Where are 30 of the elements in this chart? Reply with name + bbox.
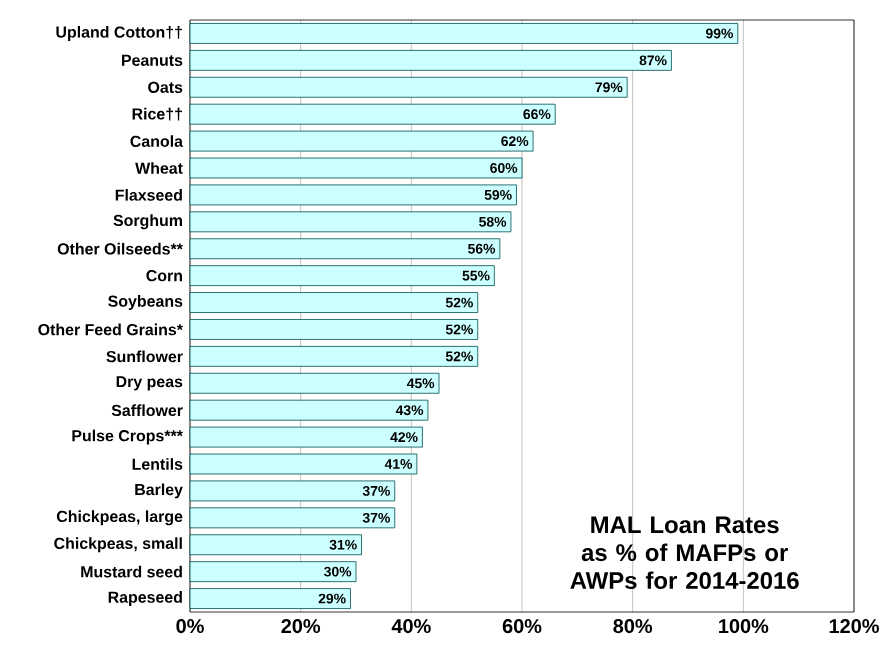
x-tick-label: 0% — [176, 619, 204, 634]
bar — [189, 238, 501, 260]
bar — [189, 345, 479, 367]
bar — [189, 130, 534, 152]
bar — [189, 49, 672, 71]
bar — [189, 157, 523, 179]
annotation: MAL Loan Rates as % of MAFPs or AWPs for 2014-2016 — [570, 516, 799, 590]
bar — [189, 399, 429, 421]
bar — [189, 480, 396, 502]
bar — [189, 453, 418, 475]
x-tick-label: 20% — [281, 619, 321, 634]
bar — [189, 507, 396, 529]
bar — [189, 534, 362, 556]
bar — [189, 211, 512, 233]
bar — [189, 588, 351, 609]
bar — [189, 319, 479, 340]
bar — [189, 23, 739, 44]
x-tick-label: 40% — [391, 619, 431, 634]
x-tick-label: 60% — [502, 619, 542, 634]
bar — [189, 265, 495, 287]
bar — [189, 372, 440, 394]
bar — [189, 292, 479, 313]
bar — [189, 184, 517, 206]
x-tick-label: 100% — [719, 619, 769, 634]
bar — [189, 103, 556, 125]
x-tick-label: 120% — [829, 619, 879, 634]
bar — [189, 76, 628, 98]
bar — [189, 426, 423, 448]
bar — [189, 561, 357, 583]
x-tick-label: 80% — [613, 619, 653, 634]
